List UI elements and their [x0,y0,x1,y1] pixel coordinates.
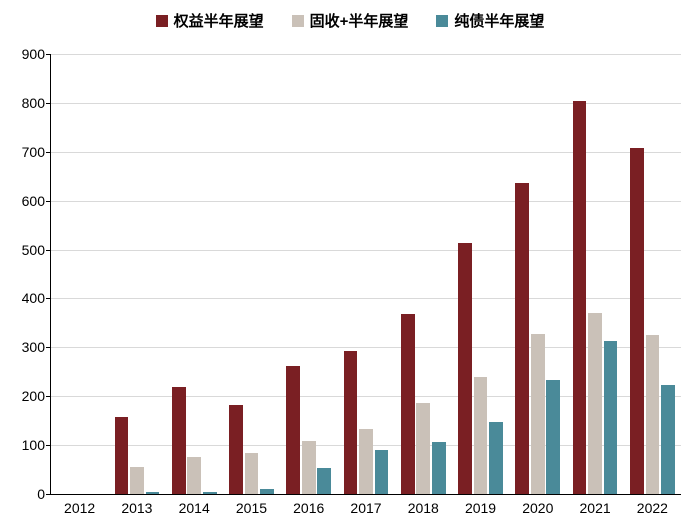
x-axis-label: 2015 [236,494,267,516]
x-axis-label: 2020 [522,494,553,516]
gridline [51,201,681,202]
bar [646,335,660,494]
y-axis-label: 500 [22,242,51,258]
bar [531,334,545,494]
bar [416,403,430,494]
bar [229,405,243,494]
bar [401,314,415,494]
x-axis-label: 2021 [580,494,611,516]
bar [187,457,201,494]
bar [588,313,602,494]
bar [630,148,644,494]
legend-item: 固收+半年展望 [292,10,409,31]
y-axis-label: 300 [22,339,51,355]
gridline [51,54,681,55]
gridline [51,396,681,397]
x-axis-label: 2013 [121,494,152,516]
bar [604,341,618,494]
legend-item: 权益半年展望 [156,10,264,31]
x-axis-label: 2014 [179,494,210,516]
bar [344,351,358,494]
bar [317,468,331,494]
legend-swatch [156,15,168,27]
bar [130,467,144,494]
legend-swatch [436,15,448,27]
x-axis-label: 2018 [408,494,439,516]
bar [546,380,560,494]
x-axis-label: 2022 [637,494,668,516]
bar [359,429,373,494]
bar [375,450,389,494]
bar [260,489,274,494]
gridline [51,152,681,153]
bar-chart: 权益半年展望固收+半年展望纯债半年展望 01002003004005006007… [0,0,700,527]
x-axis-label: 2019 [465,494,496,516]
x-axis-label: 2012 [64,494,95,516]
bar [432,442,446,494]
legend-swatch [292,15,304,27]
gridline [51,103,681,104]
bar [172,387,186,494]
y-axis-label: 600 [22,193,51,209]
gridline [51,250,681,251]
bar [245,453,259,494]
gridline [51,347,681,348]
legend-label: 纯债半年展望 [454,10,544,31]
plot-area: 0100200300400500600700800900201220132014… [50,54,681,495]
y-axis-label: 200 [22,388,51,404]
legend-label: 权益半年展望 [174,10,264,31]
bar [458,243,472,494]
y-axis-label: 0 [37,486,51,502]
bar [286,366,300,494]
y-axis-label: 800 [22,95,51,111]
legend: 权益半年展望 固收+半年展望 纯债半年展望 [0,0,700,31]
bar [661,385,675,494]
x-axis-label: 2017 [350,494,381,516]
bar [474,377,488,494]
y-axis-label: 400 [22,290,51,306]
bar [115,417,129,494]
y-axis-label: 100 [22,437,51,453]
bar [302,441,316,494]
bar [146,492,160,494]
x-axis-label: 2016 [293,494,324,516]
bar [573,101,587,494]
bar [203,492,217,494]
legend-label: 固收+半年展望 [310,10,409,31]
bar [515,183,529,494]
gridline [51,298,681,299]
legend-item: 纯债半年展望 [436,10,544,31]
y-axis-label: 700 [22,144,51,160]
y-axis-label: 900 [22,46,51,62]
bar [489,422,503,494]
